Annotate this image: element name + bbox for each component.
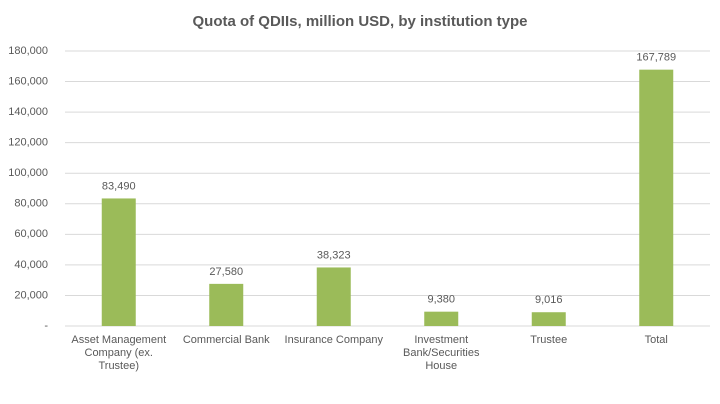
y-tick-label: 180,000	[8, 45, 48, 57]
bar	[639, 69, 674, 326]
bar	[424, 311, 459, 326]
y-tick-label: 100,000	[8, 167, 48, 179]
bar	[101, 198, 136, 326]
bar	[316, 267, 351, 326]
x-tick-label: Total	[644, 334, 668, 346]
x-tick-label: Investment Bank/Securities House	[403, 334, 480, 372]
y-tick-label: 160,000	[8, 75, 48, 87]
value-label: 27,580	[209, 266, 243, 278]
y-tick-label: 40,000	[14, 259, 48, 271]
y-tick-label: -	[44, 320, 48, 332]
value-label: 83,490	[102, 180, 136, 192]
x-tick-label: Insurance Company	[284, 334, 383, 346]
x-tick-label: Asset Management Company (ex. Trustee)	[71, 334, 167, 372]
y-tick-label: 80,000	[14, 198, 48, 210]
y-tick-label: 20,000	[14, 289, 48, 301]
value-label: 9,380	[427, 294, 455, 306]
x-tick-label: Trustee	[530, 334, 568, 346]
chart-title: Quota of QDIIs, million USD, by institut…	[192, 13, 527, 30]
value-label: 38,323	[317, 249, 351, 261]
y-tick-label: 140,000	[8, 106, 48, 118]
y-tick-label: 60,000	[14, 228, 48, 240]
value-label: 167,789	[636, 52, 676, 64]
bar	[531, 312, 566, 326]
bar	[209, 283, 244, 326]
y-tick-label: 120,000	[8, 137, 48, 149]
value-label: 9,016	[535, 294, 563, 306]
x-tick-label: Commercial Bank	[182, 334, 270, 346]
